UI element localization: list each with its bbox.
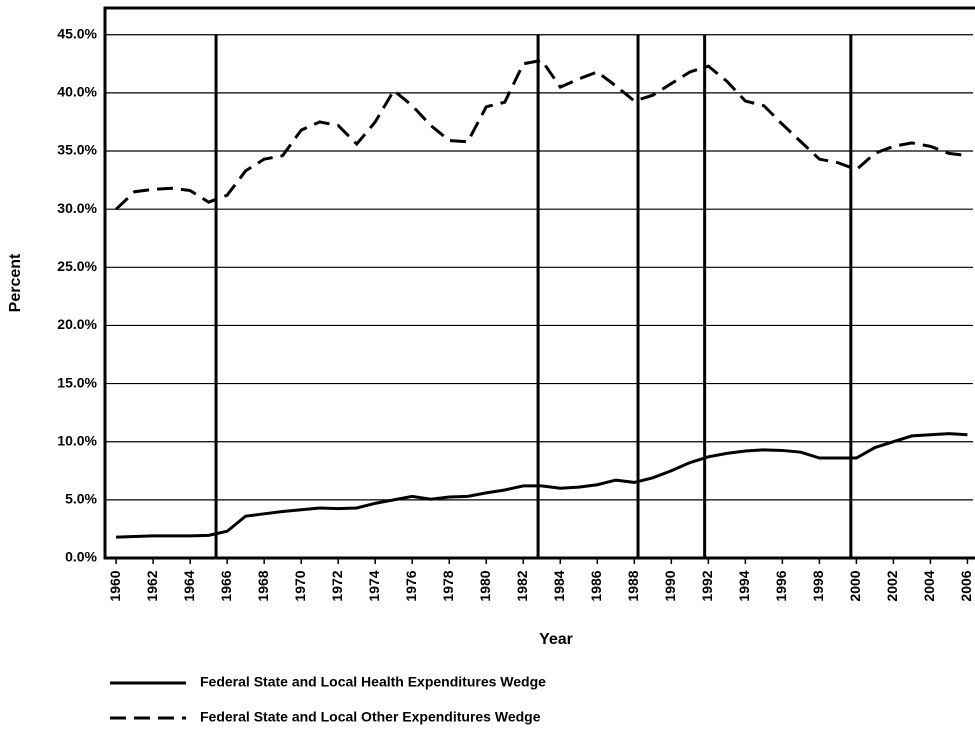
y-axis-label: Percent <box>7 253 24 312</box>
x-tick-label: 1978 <box>440 570 456 601</box>
y-tick-label: 45.0% <box>57 25 97 41</box>
x-tick-label: 1972 <box>329 570 345 601</box>
x-tick-label: 2006 <box>958 570 974 601</box>
y-tick-label: 25.0% <box>57 258 97 274</box>
x-tick-label: 1962 <box>144 570 160 601</box>
series-line <box>116 432 968 539</box>
y-tick-label: 20.0% <box>57 316 97 332</box>
x-axis-label: Year <box>539 631 573 648</box>
x-tick-label: 1986 <box>588 570 604 601</box>
x-tick-label: 1994 <box>736 570 752 601</box>
x-tick-label: 1982 <box>514 570 530 601</box>
x-tick-label: 1980 <box>477 570 493 601</box>
x-tick-label: 2000 <box>847 570 863 601</box>
x-tick-label: 1984 <box>551 570 567 601</box>
y-tick-label: 10.0% <box>57 432 97 448</box>
y-tick-label: 15.0% <box>57 374 97 390</box>
series-line <box>115 58 968 211</box>
y-tick-label: 0.0% <box>65 549 97 565</box>
x-tick-label: 1988 <box>625 570 641 601</box>
x-tick-label: 1970 <box>292 570 308 601</box>
x-tick-label: 1968 <box>255 570 271 601</box>
x-tick-label: 1976 <box>403 570 419 601</box>
x-tick-label: 1974 <box>366 570 382 601</box>
y-tick-label: 40.0% <box>57 84 97 100</box>
legend-label: Federal State and Local Health Expenditu… <box>200 674 546 690</box>
x-tick-label: 2004 <box>921 570 937 601</box>
x-tick-label: 1964 <box>181 570 197 601</box>
y-tick-label: 5.0% <box>65 491 97 507</box>
y-tick-label: 30.0% <box>57 200 97 216</box>
x-tick-label: 1990 <box>662 570 678 601</box>
x-tick-label: 1960 <box>107 570 123 601</box>
y-tick-label: 35.0% <box>57 142 97 158</box>
x-tick-label: 2002 <box>884 570 900 601</box>
x-tick-label: 1966 <box>218 570 234 601</box>
x-tick-label: 1992 <box>699 570 715 601</box>
x-tick-label: 1998 <box>810 570 826 601</box>
x-tick-label: 1996 <box>773 570 789 601</box>
legend-label: Federal State and Local Other Expenditur… <box>200 709 541 725</box>
plot-border <box>103 6 975 560</box>
